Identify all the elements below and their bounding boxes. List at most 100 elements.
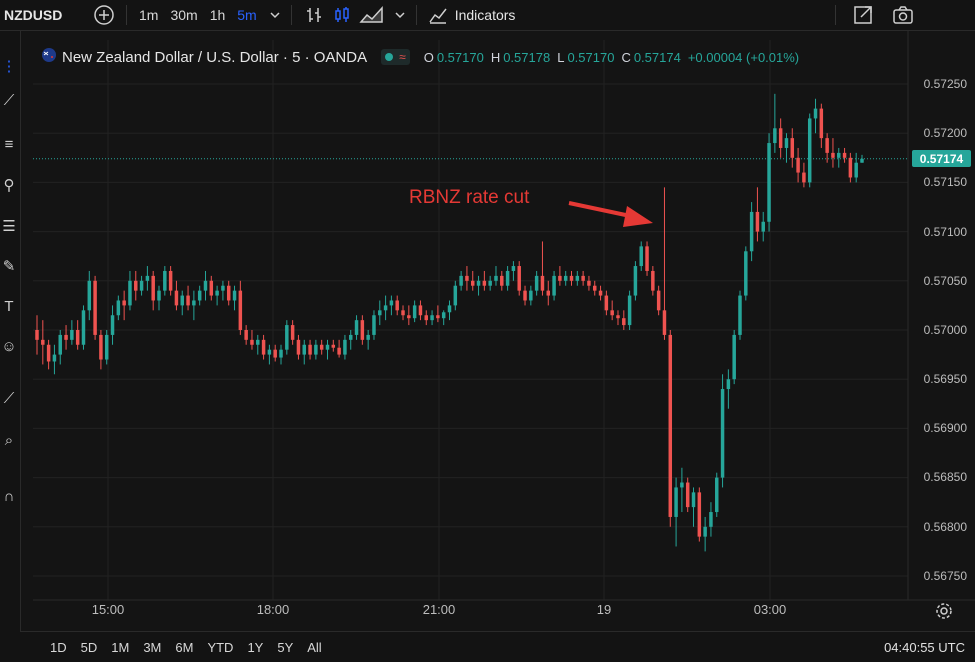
toolbar-divider bbox=[126, 5, 127, 25]
price-tick: 0.56850 bbox=[923, 470, 967, 484]
candle bbox=[680, 482, 684, 488]
timeframe-1m[interactable]: 1m bbox=[139, 7, 159, 23]
market-open-dot-icon bbox=[385, 53, 394, 61]
timeframe-5m[interactable]: 5m bbox=[237, 7, 257, 23]
add-symbol-icon[interactable] bbox=[92, 3, 116, 27]
price-chart[interactable] bbox=[0, 30, 975, 631]
high-label: H bbox=[490, 49, 501, 65]
symbol-search-button[interactable]: NZDUSD bbox=[4, 7, 63, 23]
candle bbox=[453, 285, 458, 306]
chart-legend: New Zealand Dollar / U.S. Dollar · 5 · O… bbox=[42, 48, 799, 66]
time-tick: 15:00 bbox=[91, 602, 125, 617]
candle bbox=[157, 290, 161, 301]
camera-icon[interactable] bbox=[890, 4, 916, 26]
candle bbox=[232, 290, 237, 301]
indicators-icon[interactable] bbox=[427, 5, 449, 25]
zoom-icon[interactable]: ⌕ bbox=[4, 431, 14, 449]
candle bbox=[151, 275, 155, 301]
annotation-text[interactable]: RBNZ rate cut bbox=[409, 187, 530, 208]
candle bbox=[802, 172, 806, 183]
candle bbox=[500, 275, 504, 286]
candle bbox=[180, 295, 184, 306]
range-1m[interactable]: 1M bbox=[111, 639, 130, 655]
range-5d[interactable]: 5D bbox=[80, 639, 98, 655]
cursor-icon[interactable]: ⋮ bbox=[1, 58, 17, 75]
candle bbox=[372, 315, 376, 335]
candle bbox=[192, 300, 196, 306]
candle bbox=[598, 290, 603, 296]
candle bbox=[761, 221, 765, 232]
utc-clock[interactable]: 04:40:55 UTC bbox=[884, 639, 965, 655]
time-tick: 03:00 bbox=[753, 602, 787, 617]
symbol-title: New Zealand Dollar / U.S. Dollar · 5 · O… bbox=[62, 48, 368, 66]
time-tick: 18:00 bbox=[256, 602, 290, 617]
candle bbox=[366, 334, 370, 340]
candles-chart-type-icon[interactable] bbox=[330, 5, 354, 25]
time-tick: 21:00 bbox=[422, 602, 456, 617]
chevron-down-icon[interactable] bbox=[394, 9, 406, 21]
open-label: O bbox=[423, 49, 434, 65]
close-value: 0.57174 bbox=[633, 49, 681, 65]
candle bbox=[633, 266, 638, 296]
market-status-badge[interactable]: ≈ bbox=[381, 49, 410, 65]
candle bbox=[645, 246, 649, 271]
candle bbox=[447, 305, 452, 313]
range-3m[interactable]: 3M bbox=[143, 639, 162, 655]
price-axis[interactable]: 0.57250 0.57200 0.57150 0.57100 0.57050 … bbox=[908, 30, 975, 630]
candle bbox=[226, 285, 231, 301]
candle bbox=[46, 344, 51, 362]
timeframe-1h[interactable]: 1h bbox=[209, 7, 226, 23]
bar-chart-type-icon[interactable] bbox=[302, 5, 326, 25]
text-tool-icon[interactable]: T bbox=[4, 297, 14, 315]
candle bbox=[139, 280, 144, 291]
candle bbox=[238, 290, 243, 330]
price-tick: 0.56800 bbox=[923, 520, 967, 534]
candle bbox=[75, 330, 80, 345]
price-tick: 0.57150 bbox=[923, 175, 967, 189]
candle bbox=[209, 280, 214, 296]
range-1y[interactable]: 1Y bbox=[247, 639, 264, 655]
candle bbox=[41, 339, 45, 345]
price-tick: 0.57000 bbox=[923, 323, 967, 337]
range-5y[interactable]: 5Y bbox=[277, 639, 294, 655]
range-6m[interactable]: 6M bbox=[175, 639, 194, 655]
candle bbox=[186, 295, 190, 306]
pitchfork-icon[interactable]: ⚲ bbox=[3, 177, 15, 194]
range-1d[interactable]: 1D bbox=[50, 639, 67, 655]
candle bbox=[279, 349, 283, 358]
annotation-arrow[interactable] bbox=[565, 195, 665, 235]
range-all[interactable]: All bbox=[307, 639, 322, 655]
candle bbox=[511, 266, 516, 271]
candle bbox=[639, 246, 643, 267]
candle bbox=[593, 285, 597, 291]
toolbar-divider bbox=[415, 5, 417, 25]
trend-line-icon[interactable]: ⟋ bbox=[3, 91, 15, 109]
candle bbox=[395, 300, 399, 311]
toolbar-divider bbox=[290, 5, 292, 25]
timeframe-30m[interactable]: 30m bbox=[170, 7, 198, 23]
candle bbox=[831, 152, 835, 158]
settings-gear-icon[interactable] bbox=[935, 602, 953, 625]
candle bbox=[529, 290, 533, 301]
area-chart-type-icon[interactable] bbox=[358, 5, 386, 25]
fullscreen-icon[interactable] bbox=[850, 4, 876, 26]
ruler-icon[interactable]: ⟋ bbox=[3, 389, 15, 407]
magnet-icon[interactable]: ∩ bbox=[3, 487, 15, 505]
emoji-icon[interactable]: ☺ bbox=[1, 337, 17, 355]
indicators-button[interactable]: Indicators bbox=[454, 7, 516, 23]
candle bbox=[308, 344, 312, 355]
candle bbox=[691, 492, 696, 508]
ohlc-values: O 0.57170 H 0.57178 L 0.57170 C 0.57174 +0.0… bbox=[424, 50, 799, 65]
chevron-down-icon[interactable] bbox=[269, 9, 281, 21]
horizontal-lines-icon[interactable]: ≡ bbox=[4, 135, 14, 153]
fib-retracement-icon[interactable]: ☰ bbox=[2, 218, 16, 235]
candle bbox=[720, 389, 725, 478]
brush-icon[interactable]: ✎ bbox=[2, 258, 16, 275]
candle bbox=[285, 325, 289, 350]
candle bbox=[534, 275, 539, 291]
range-ytd[interactable]: YTD bbox=[207, 639, 234, 655]
candle bbox=[168, 270, 173, 291]
candle bbox=[35, 330, 39, 340]
candle bbox=[517, 266, 521, 291]
price-tick: 0.57200 bbox=[923, 126, 967, 140]
